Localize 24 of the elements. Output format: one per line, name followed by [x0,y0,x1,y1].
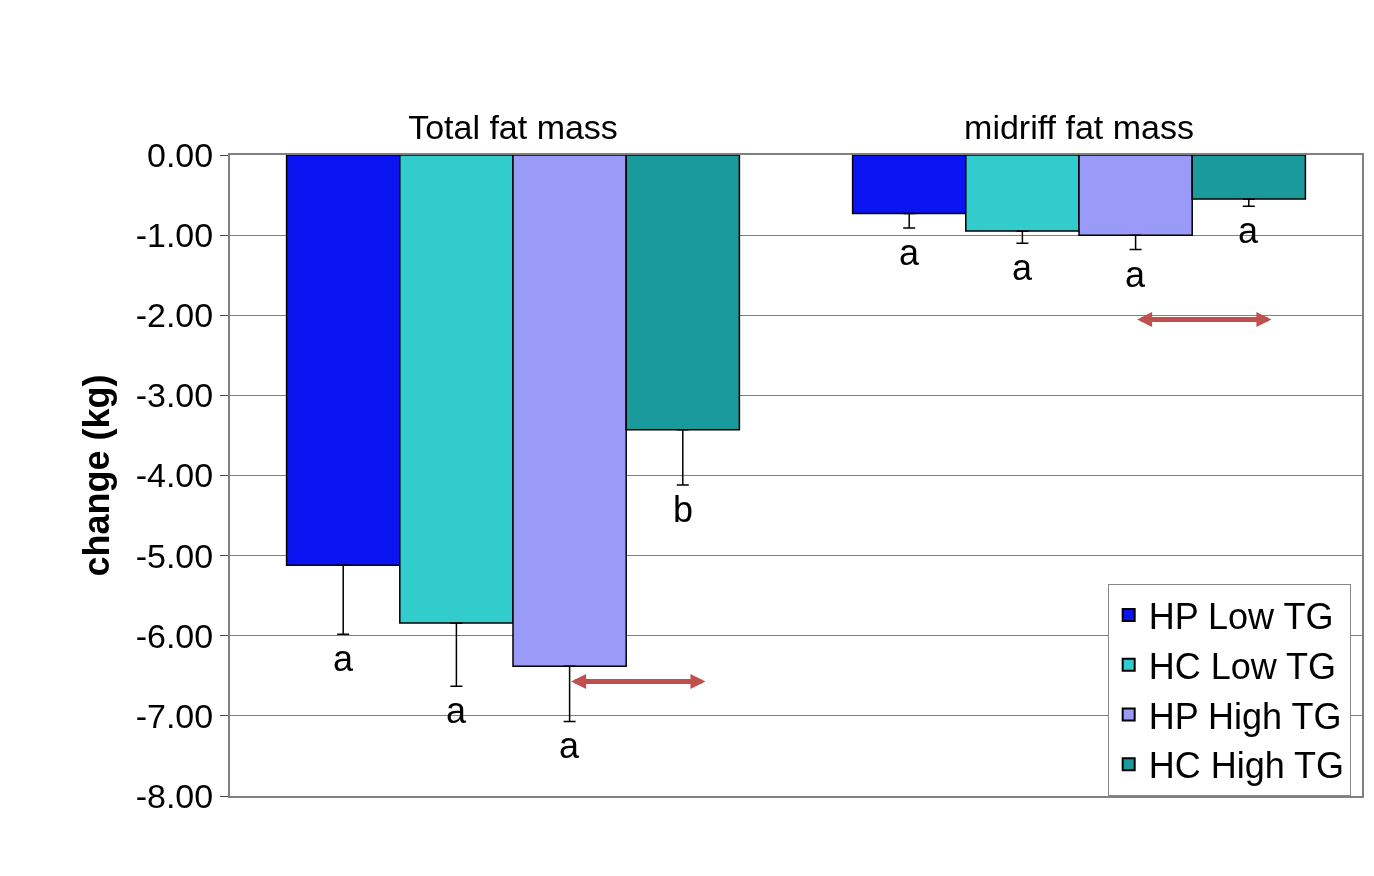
annotation: a [899,232,920,273]
annotation: a [446,690,467,731]
legend-label: HP Low TG [1148,595,1334,637]
x-tick-label: midriff fat mass [964,108,1194,147]
y-tick-label: -4.00 [135,456,214,495]
y-tick-label: 0.00 [147,135,214,174]
legend-label: HP High TG [1148,695,1342,737]
y-tick-label: -2.00 [135,296,214,335]
y-tick-label: -8.00 [135,776,214,815]
annotation: a [1012,247,1033,288]
legend-label: HC High TG [1148,745,1345,787]
annotation: a [333,638,354,679]
y-tick-label: -3.00 [135,376,214,415]
y-tick-label: -6.00 [135,616,214,655]
y-tick-label: -1.00 [135,216,214,255]
y-axis-title: change (kg) [76,374,118,577]
annotation: a [559,725,580,766]
annotation: a [1125,254,1146,295]
legend-label: HC Low TG [1148,645,1337,687]
y-tick-label: -5.00 [135,536,214,575]
x-tick-label: Total fat mass [408,108,618,147]
annotation: a [1238,210,1259,251]
y-tick-label: -7.00 [135,696,214,735]
annotation: b [673,489,694,530]
